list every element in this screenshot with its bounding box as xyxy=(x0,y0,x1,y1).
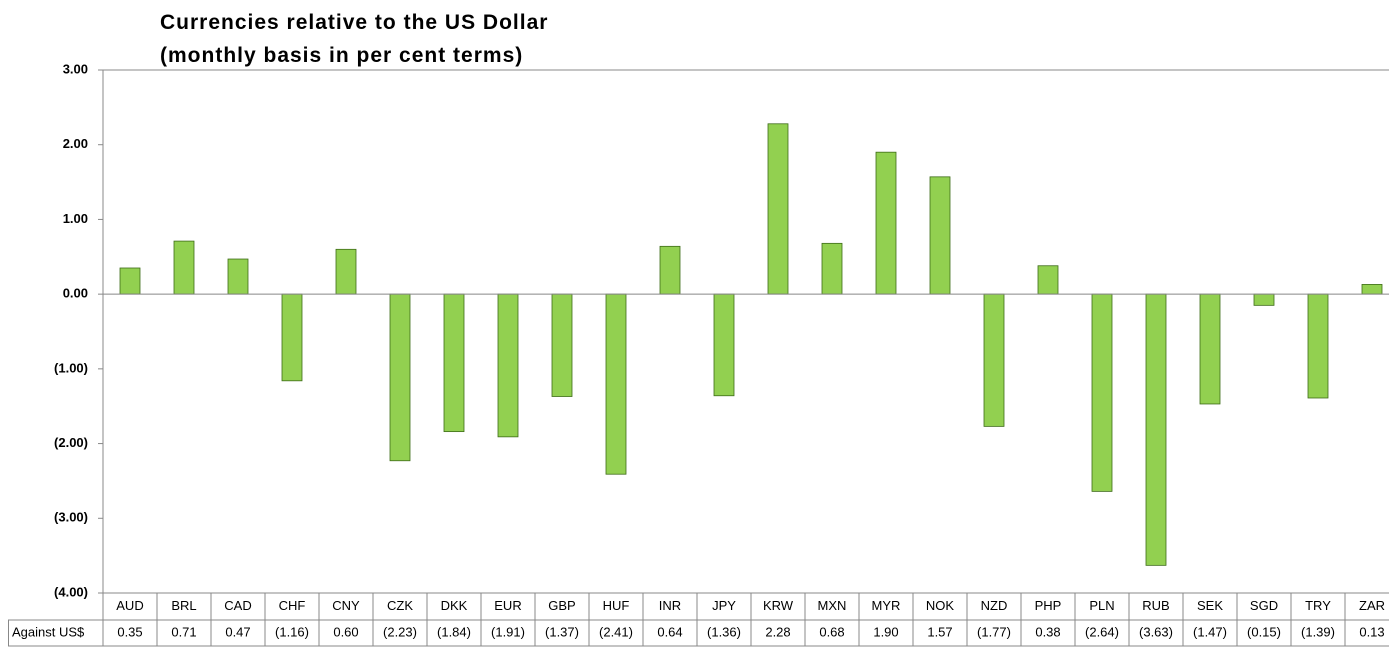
data-label: (0.15) xyxy=(1247,624,1281,639)
x-tick-label: JPY xyxy=(712,598,736,613)
data-label: 0.13 xyxy=(1359,624,1384,639)
bar xyxy=(1091,293,1113,492)
bar xyxy=(173,240,195,295)
data-label: 2.28 xyxy=(765,624,790,639)
x-tick-label: PHP xyxy=(1035,598,1062,613)
x-tick-label: CZK xyxy=(387,598,413,613)
y-tick-label: 2.00 xyxy=(63,136,88,151)
data-label: 0.60 xyxy=(333,624,358,639)
data-label: (1.91) xyxy=(491,624,525,639)
x-tick-label: TRY xyxy=(1305,598,1331,613)
bar xyxy=(1037,265,1059,295)
bar xyxy=(227,258,249,295)
x-tick-label: HUF xyxy=(603,598,630,613)
x-tick-label: NOK xyxy=(926,598,955,613)
bar xyxy=(443,293,465,433)
bar xyxy=(335,248,357,295)
data-label: (2.23) xyxy=(383,624,417,639)
bar xyxy=(875,151,897,295)
x-tick-label: PLN xyxy=(1089,598,1114,613)
data-label: 0.71 xyxy=(171,624,196,639)
data-label: (1.84) xyxy=(437,624,471,639)
x-tick-label: SEK xyxy=(1197,598,1223,613)
y-tick-label: (4.00) xyxy=(54,584,88,599)
data-label: (2.41) xyxy=(599,624,633,639)
x-tick-label: EUR xyxy=(494,598,521,613)
x-tick-label: SGD xyxy=(1250,598,1278,613)
x-tick-label: RUB xyxy=(1142,598,1169,613)
data-label: (1.37) xyxy=(545,624,579,639)
bar xyxy=(767,123,789,295)
data-label: (1.36) xyxy=(707,624,741,639)
x-tick-label: BRL xyxy=(171,598,196,613)
x-tick-label: MXN xyxy=(818,598,847,613)
y-tick-label: (3.00) xyxy=(54,510,88,525)
bar xyxy=(1361,284,1383,295)
bar xyxy=(659,245,681,295)
bar xyxy=(551,293,573,397)
data-label: 0.68 xyxy=(819,624,844,639)
x-tick-label: AUD xyxy=(116,598,143,613)
bar xyxy=(1199,293,1221,405)
data-label: 0.38 xyxy=(1035,624,1060,639)
x-tick-label: GBP xyxy=(548,598,575,613)
y-tick-label: 3.00 xyxy=(63,61,88,76)
bar xyxy=(821,242,843,295)
x-tick-label: MYR xyxy=(872,598,901,613)
y-tick-label: 0.00 xyxy=(63,286,88,301)
bar xyxy=(281,293,303,382)
y-tick-label: 1.00 xyxy=(63,211,88,226)
x-tick-label: INR xyxy=(659,598,681,613)
bar xyxy=(1145,293,1167,566)
data-label: (1.77) xyxy=(977,624,1011,639)
x-tick-label: CAD xyxy=(224,598,251,613)
data-label: 1.90 xyxy=(873,624,898,639)
chart-title: Currencies relative to the US Dollar xyxy=(160,11,548,34)
y-tick-label: (2.00) xyxy=(54,435,88,450)
bar xyxy=(497,293,519,438)
data-label: 1.57 xyxy=(927,624,952,639)
y-tick-label: (1.00) xyxy=(54,360,88,375)
x-tick-label: KRW xyxy=(763,598,794,613)
bar xyxy=(1307,293,1329,399)
data-label: (1.47) xyxy=(1193,624,1227,639)
x-tick-label: DKK xyxy=(441,598,468,613)
data-label: 0.64 xyxy=(657,624,682,639)
x-tick-label: ZAR xyxy=(1359,598,1385,613)
bar xyxy=(929,176,951,295)
data-label: (3.63) xyxy=(1139,624,1173,639)
bar xyxy=(605,293,627,475)
x-tick-label: NZD xyxy=(981,598,1008,613)
bar xyxy=(119,267,141,295)
x-tick-label: CHF xyxy=(279,598,306,613)
bar xyxy=(389,293,411,462)
bar xyxy=(713,293,735,397)
data-label: (2.64) xyxy=(1085,624,1119,639)
data-label: (1.16) xyxy=(275,624,309,639)
bar xyxy=(1253,293,1275,306)
bar xyxy=(983,293,1005,427)
legend-label: Against US$ xyxy=(12,624,85,639)
data-label: 0.47 xyxy=(225,624,250,639)
x-tick-label: CNY xyxy=(332,598,360,613)
chart-subtitle: (monthly basis in per cent terms) xyxy=(160,44,523,67)
data-label: (1.39) xyxy=(1301,624,1335,639)
data-label: 0.35 xyxy=(117,624,142,639)
